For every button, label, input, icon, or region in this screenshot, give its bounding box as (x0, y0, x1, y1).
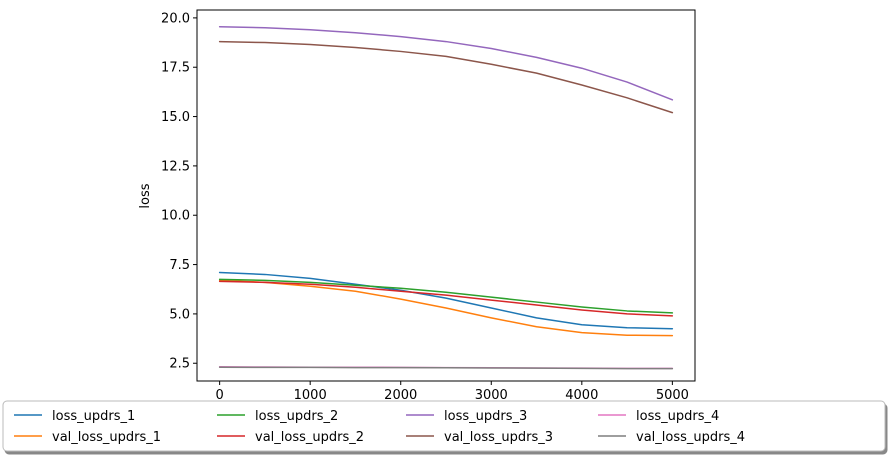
legend-box (2, 400, 886, 452)
y-tick-label: 12.5 (161, 159, 190, 174)
plot-area-frame (196, 9, 696, 382)
series-line-val-loss-updrs-4 (218, 366, 674, 370)
y-tick-label: 17.5 (161, 61, 190, 76)
legend-label-val-loss-updrs-3: val_loss_updrs_3 (444, 430, 553, 445)
x-tick-label: 5000 (656, 388, 689, 403)
legend-label-loss-updrs-4: loss_updrs_4 (636, 409, 719, 424)
x-tick-label: 4000 (565, 388, 598, 403)
y-tick-label: 7.5 (169, 258, 190, 273)
x-tick-label: 2000 (384, 388, 417, 403)
series-line-val-loss-updrs-3 (218, 40, 674, 114)
legend-label-val-loss-updrs-4: val_loss_updrs_4 (636, 430, 745, 445)
series-line-loss-updrs-3 (218, 26, 674, 101)
y-tick-label: 15.0 (161, 110, 190, 125)
series-line-val-loss-updrs-1 (218, 279, 674, 337)
y-tick-label: 2.5 (169, 357, 190, 372)
y-tick-label: 20.0 (161, 11, 190, 26)
legend-label-loss-updrs-1: loss_updrs_1 (52, 409, 135, 424)
series-line-loss-updrs-1 (218, 271, 674, 330)
y-axis-label: loss (138, 183, 153, 208)
legend-label-val-loss-updrs-2: val_loss_updrs_2 (255, 430, 364, 445)
x-tick-label: 1000 (294, 388, 327, 403)
legend-label-loss-updrs-3: loss_updrs_3 (444, 409, 527, 424)
series-line-loss-updrs-2 (218, 278, 674, 314)
legend-label-loss-updrs-2: loss_updrs_2 (255, 409, 338, 424)
y-tick-label: 5.0 (169, 307, 190, 322)
legend-label-val-loss-updrs-1: val_loss_updrs_1 (52, 430, 161, 445)
x-tick-label: 0 (215, 388, 223, 403)
ticks-layer: 0 1000 2000 3000 4000 5000 2.5 5.0 7.5 10.0 12.5 15… (161, 11, 689, 403)
series-layer (218, 26, 674, 370)
x-tick-label: 3000 (475, 388, 508, 403)
y-tick-label: 10.0 (161, 209, 190, 224)
legend: loss_updrs_1 val_loss_updrs_1 loss_updrs_2… (14, 409, 745, 445)
series-line-val-loss-updrs-2 (218, 280, 674, 317)
